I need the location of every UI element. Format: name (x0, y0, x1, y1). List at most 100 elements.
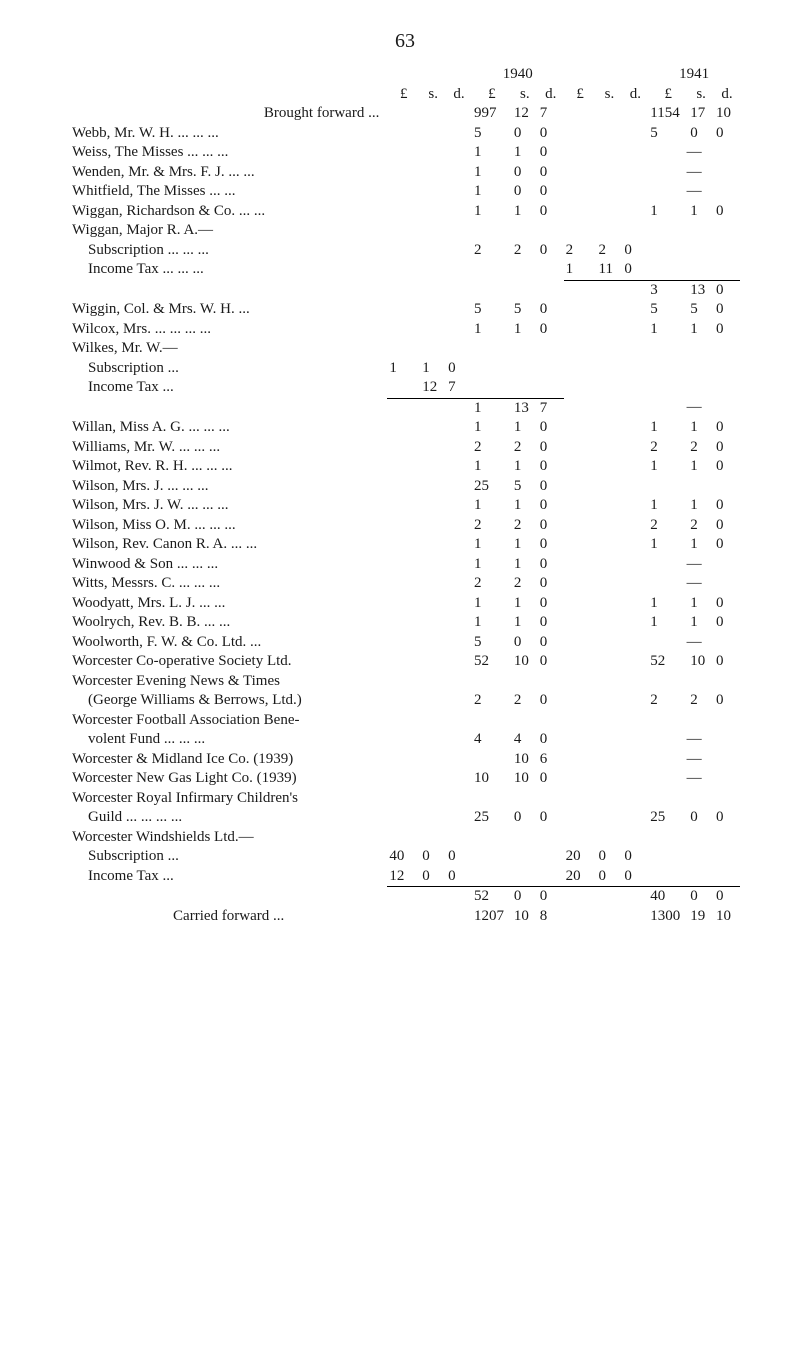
amount-cell: 1 (564, 260, 597, 280)
amount-cell: 1 (512, 613, 538, 633)
amount-cell: 0 (446, 359, 472, 379)
amount-cell: 0 (714, 418, 740, 438)
entry-description: Wiggan, Richardson & Co. ... ... (70, 202, 387, 222)
amount-cell: 2 (597, 241, 623, 261)
entry-description: Income Tax ... ... ... (70, 260, 387, 280)
amount-cell: 0 (538, 613, 564, 633)
entry-description: Wilcox, Mrs. ... ... ... ... (70, 320, 387, 340)
amount-cell: 0 (512, 887, 538, 907)
ledger-row: Weiss, The Misses ... ... ...110— (70, 143, 740, 163)
amount-cell: 0 (538, 730, 564, 750)
amount-cell: 20 (564, 847, 597, 867)
amount-cell: 5 (648, 300, 688, 320)
entry-description (70, 398, 387, 418)
col-lsd-d: d. (714, 85, 740, 105)
amount-cell: 5 (472, 633, 512, 653)
entry-description (70, 280, 387, 300)
ledger-row: (George Williams & Berrows, Ltd.)220220 (70, 691, 740, 711)
amount-cell: 0 (538, 418, 564, 438)
amount-cell: 40 (387, 847, 420, 867)
amount-cell: 2 (472, 691, 512, 711)
dash-cell: — (648, 182, 740, 202)
amount-cell: 0 (714, 652, 740, 672)
amount-cell: 0 (512, 808, 538, 828)
ledger-row: Guild ... ... ... ...25002500 (70, 808, 740, 828)
amount-cell: 0 (538, 477, 564, 497)
ledger-row: Worcester Royal Infirmary Children's (70, 789, 740, 809)
amount-cell: 2 (472, 574, 512, 594)
amount-cell: 7 (446, 378, 472, 398)
amount-cell: 1 (472, 457, 512, 477)
ledger-row: Wilkes, Mr. W.— (70, 339, 740, 359)
entry-description: Woolworth, F. W. & Co. Ltd. ... (70, 633, 387, 653)
amount-cell: 1 (472, 496, 512, 516)
year-1940: 1940 (472, 65, 564, 85)
amount-cell: 52 (648, 652, 688, 672)
amount-cell: 25 (472, 477, 512, 497)
amount-cell: 11 (597, 260, 623, 280)
amount-cell: 10 (472, 769, 512, 789)
col-lsd-s: s. (420, 85, 446, 105)
amount-cell: 0 (512, 633, 538, 653)
ledger-row: Wiggan, Major R. A.— (70, 221, 740, 241)
entry-description: Wilson, Rev. Canon R. A. ... ... (70, 535, 387, 555)
year-1941: 1941 (648, 65, 740, 85)
amount-cell: 3 (648, 280, 688, 300)
bf-left-l: 997 (472, 104, 512, 124)
amount-cell: 0 (714, 202, 740, 222)
amount-cell: 6 (538, 750, 564, 770)
amount-cell: 1 (688, 202, 714, 222)
ledger-row: Worcester & Midland Ice Co. (1939)106— (70, 750, 740, 770)
entry-description: Worcester & Midland Ice Co. (1939) (70, 750, 387, 770)
amount-cell: 4 (512, 730, 538, 750)
amount-cell: 1 (688, 535, 714, 555)
entry-description: Woodyatt, Mrs. L. J. ... ... (70, 594, 387, 614)
amount-cell: 1 (688, 613, 714, 633)
ledger-row: Worcester Football Association Bene- (70, 711, 740, 731)
amount-cell: 1 (472, 163, 512, 183)
amount-cell: 0 (688, 887, 714, 907)
ledger-row: Worcester Windshields Ltd.— (70, 828, 740, 848)
entry-description: Wilkes, Mr. W.— (70, 339, 387, 359)
ledger-row: Wiggin, Col. & Mrs. W. H. ...550550 (70, 300, 740, 320)
col-lsd-d: d. (446, 85, 472, 105)
ledger-row: Whitfield, The Misses ... ...100— (70, 182, 740, 202)
ledger-row: volent Fund ... ... ...440— (70, 730, 740, 750)
col-lsd-l: £ (564, 85, 597, 105)
amount-cell: 0 (420, 867, 446, 887)
col-lsd-l: £ (387, 85, 420, 105)
bf-right-d: 10 (714, 104, 740, 124)
amount-cell: 0 (688, 124, 714, 144)
amount-cell: 0 (538, 594, 564, 614)
amount-cell: 1 (512, 594, 538, 614)
col-lsd-s: s. (688, 85, 714, 105)
dash-cell: — (648, 633, 740, 653)
amount-cell: 0 (538, 143, 564, 163)
amount-cell: 0 (714, 691, 740, 711)
amount-cell: 0 (714, 457, 740, 477)
ledger-row: Income Tax ...12002000 (70, 867, 740, 887)
amount-cell: 1 (688, 457, 714, 477)
amount-cell: 2 (648, 438, 688, 458)
amount-cell: 5 (688, 300, 714, 320)
ledger-row: Wilcox, Mrs. ... ... ... ...110110 (70, 320, 740, 340)
entry-description: Williams, Mr. W. ... ... ... (70, 438, 387, 458)
carried-forward-row: Carried forward ... 1207 10 8 1300 19 10 (70, 907, 740, 927)
amount-cell: 1 (648, 594, 688, 614)
amount-cell: 0 (714, 594, 740, 614)
bf-right-s: 17 (688, 104, 714, 124)
ledger-row: Wilson, Mrs. J. W. ... ... ...110110 (70, 496, 740, 516)
amount-cell: 10 (512, 769, 538, 789)
amount-cell: 2 (472, 516, 512, 536)
amount-cell: 2 (512, 574, 538, 594)
amount-cell: 0 (597, 847, 623, 867)
entry-description: (George Williams & Berrows, Ltd.) (70, 691, 387, 711)
amount-cell: 0 (420, 847, 446, 867)
amount-cell: 25 (472, 808, 512, 828)
amount-cell: 2 (512, 438, 538, 458)
dash-cell: — (648, 574, 740, 594)
entry-description: Woolrych, Rev. B. B. ... ... (70, 613, 387, 633)
amount-cell: 0 (538, 300, 564, 320)
ledger-row: Subscription ... ... ...220220 (70, 241, 740, 261)
cf-left-l: 1207 (472, 907, 512, 927)
